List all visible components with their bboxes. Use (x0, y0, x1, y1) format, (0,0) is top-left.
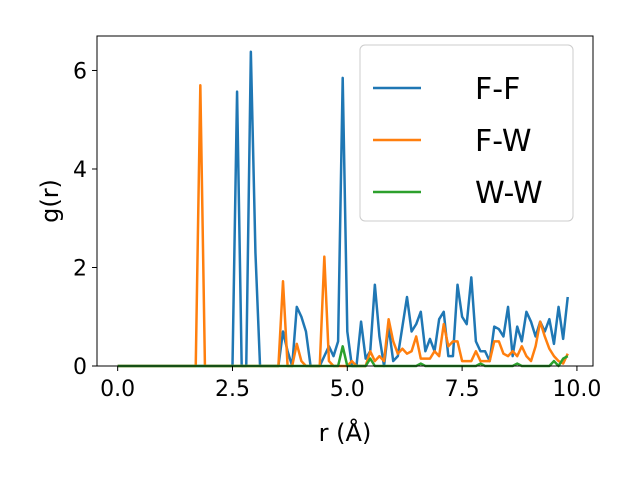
x-tick-label: 7.5 (445, 377, 480, 402)
legend-label-f-w: F-W (475, 124, 532, 159)
legend-label-w-w: W-W (475, 176, 543, 211)
legend-label-f-f: F-F (475, 72, 520, 107)
x-axis-ticks: 0.0 2.5 5.0 7.5 10.0 (100, 366, 601, 402)
legend: F-F F-W W-W (359, 44, 574, 222)
y-tick-label: 0 (73, 355, 87, 380)
y-tick-label: 2 (73, 256, 87, 281)
y-axis-label: g(r) (36, 179, 64, 223)
plot-frame (96, 35, 594, 367)
x-tick-label: 0.0 (100, 377, 135, 402)
y-tick-label: 6 (73, 59, 87, 84)
y-axis-ticks: 0 2 4 6 (73, 59, 97, 380)
x-tick-label: 2.5 (215, 377, 250, 402)
x-tick-label: 5.0 (330, 377, 365, 402)
x-tick-label: 10.0 (552, 377, 601, 402)
x-axis-label: r (Å) (319, 418, 372, 447)
y-tick-label: 4 (73, 158, 87, 183)
